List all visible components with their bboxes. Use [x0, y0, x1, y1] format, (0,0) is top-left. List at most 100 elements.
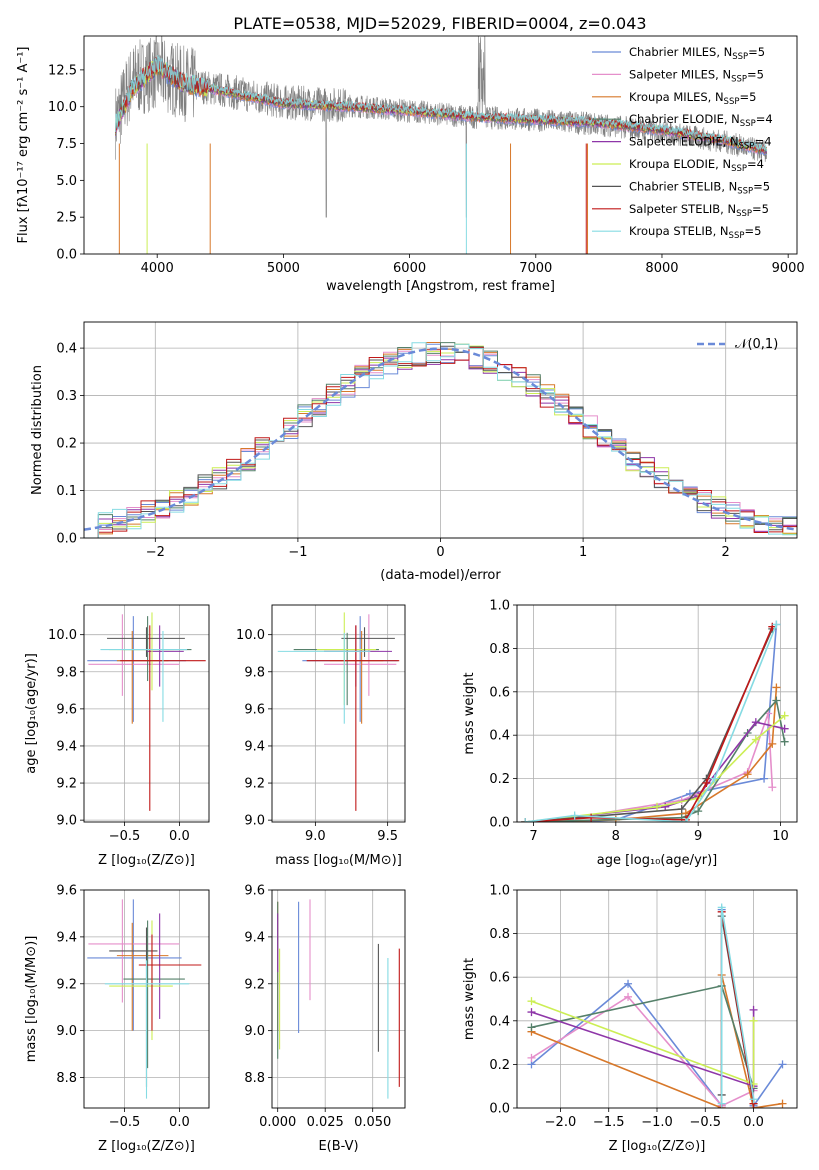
- y-tick-label: 8.8: [56, 1071, 77, 1086]
- x-tick-label: 6000: [393, 261, 426, 276]
- y-tick-label: 9.2: [56, 777, 77, 792]
- age-vs-mass-panel: 9.0 9.5 9.0 9.2 9.4 9.6 9.8 10.0 mass [log₁₀(M/M…: [236, 604, 406, 868]
- x-tick-label: −1.0: [641, 1115, 673, 1130]
- legend-label: Chabrier MILES, NSSP=5: [629, 45, 765, 62]
- legend-label-text: Kroupa STELIB, N: [629, 224, 729, 238]
- age-vs-metallicity-panel: −0.5 0.0 9.0 9.2 9.4 9.6 9.8 10.0 Z [log₁₀(Z/Z⊙)…: [24, 604, 210, 868]
- weight-series-line: [531, 995, 754, 1107]
- x-axis-label: Z [log₁₀(Z/Z⊙)]: [98, 853, 195, 868]
- legend-label-text: Kroupa ELODIE, N: [629, 157, 731, 171]
- y-tick-label: 7.5: [56, 137, 77, 152]
- axes-frame: [83, 889, 210, 1109]
- weight-marker: [778, 1099, 787, 1108]
- x-tick-label: 9: [694, 829, 702, 844]
- legend-label: Chabrier STELIB, NSSP=5: [629, 179, 770, 196]
- y-axis-label: Flux [fλ10⁻¹⁷ erg cm⁻² s⁻¹ A⁻¹]: [16, 47, 31, 244]
- x-tick-label: 10: [772, 829, 789, 844]
- y-tick-label: 5.0: [56, 174, 77, 189]
- x-tick-label: −2.0: [545, 1115, 577, 1130]
- x-tick-label: 0.025: [307, 1115, 344, 1130]
- legend-label-count: =5: [753, 179, 770, 193]
- y-axis-label: Normed distribution: [30, 365, 45, 495]
- weight-marker: [780, 737, 789, 746]
- legend-label-count: =4: [756, 112, 773, 126]
- weight-marker: [570, 811, 579, 820]
- legend-label: Salpeter MILES, NSSP=5: [629, 67, 764, 84]
- weight-marker: [778, 1060, 787, 1069]
- weight-marker: [527, 1008, 536, 1017]
- legend-label-subscript: SSP: [731, 74, 747, 84]
- weight-marker: [527, 1023, 536, 1032]
- plot-area: [521, 620, 789, 822]
- weight-marker: [587, 813, 596, 822]
- legend-label: Salpeter STELIB, NSSP=5: [629, 202, 769, 219]
- plot-area: [277, 612, 400, 811]
- x-tick-label: 8000: [645, 261, 678, 276]
- error-bar-point: [306, 625, 400, 811]
- plot-area: [527, 903, 787, 1108]
- error-bar-point: [123, 920, 185, 1069]
- legend-label-subscript: SSP: [731, 164, 747, 174]
- y-tick-label: 9.4: [244, 930, 265, 945]
- legend-label-text: Salpeter ELODIE, N: [629, 135, 739, 149]
- axes-frame: [83, 604, 210, 823]
- y-axis-label: mass [log₁₀(M/M⊙)]: [24, 936, 39, 1063]
- y-tick-label: 0.0: [56, 532, 77, 547]
- legend-label-count: =5: [739, 90, 756, 104]
- x-tick-label: 7000: [519, 261, 552, 276]
- weight-marker: [780, 724, 789, 733]
- x-axis-label: wavelength [Angstrom, rest frame]: [326, 279, 555, 294]
- x-axis-label: mass [log₁₀(M/M⊙)]: [275, 853, 402, 868]
- legend-label-count: =5: [744, 224, 761, 238]
- y-tick-label: 10.0: [48, 100, 77, 115]
- weight-marker: [702, 778, 711, 787]
- y-tick-label: 0.4: [56, 342, 77, 357]
- weight-marker: [710, 774, 719, 783]
- weight-series-line: [525, 713, 774, 822]
- legend-label-subscript: SSP: [737, 186, 753, 196]
- x-tick-label: 0.0: [743, 1115, 764, 1130]
- normal-reference-curve: [84, 347, 797, 531]
- legend-label: Salpeter ELODIE, NSSP=4: [629, 135, 772, 152]
- y-tick-label: 1.0: [489, 599, 510, 614]
- plot-area: [115, 36, 768, 254]
- y-tick-label: 9.8: [244, 665, 265, 680]
- legend-label-count: =4: [747, 157, 764, 171]
- y-tick-label: 0.8: [489, 642, 510, 657]
- weight-marker: [677, 804, 686, 813]
- legend-label-text: Salpeter MILES, N: [629, 67, 731, 81]
- x-tick-label: 8: [612, 829, 620, 844]
- axes-frame: [271, 889, 406, 1109]
- plot-area: [84, 342, 797, 538]
- y-tick-label: 0.3: [56, 389, 77, 404]
- legend-label-count: =4: [755, 135, 772, 149]
- model-spectrum-line: [115, 54, 768, 152]
- legend-label: Chabrier ELODIE, NSSP=4: [629, 112, 773, 129]
- y-tick-label: 9.4: [244, 739, 265, 754]
- weight-marker: [751, 718, 760, 727]
- axes-frame: [516, 604, 798, 823]
- weight-marker: [760, 774, 769, 783]
- error-bar-point: [138, 934, 202, 1031]
- y-tick-label: 0.4: [489, 1014, 510, 1029]
- x-tick-label: 9.0: [305, 829, 326, 844]
- weight-marker: [694, 807, 703, 816]
- legend-label-subscript: SSP: [736, 209, 752, 219]
- y-tick-label: 9.6: [56, 884, 77, 899]
- y-tick-label: 9.0: [244, 1024, 265, 1039]
- legend-label: Kroupa ELODIE, NSSP=4: [629, 157, 764, 174]
- x-tick-label: 2: [722, 545, 730, 560]
- x-axis-label: (data-model)/error: [380, 568, 501, 583]
- weight-vs-age-panel: 7 8 9 10 0.0 0.2 0.4 0.6 0.8 1.0 age [log₁₀(age/yr…: [462, 599, 798, 868]
- weight-marker: [624, 992, 633, 1001]
- error-bar-point: [293, 632, 379, 706]
- y-axis-label: mass weight: [462, 672, 477, 754]
- y-tick-label: 9.0: [56, 1024, 77, 1039]
- x-tick-label: −0.5: [689, 1115, 721, 1130]
- error-bar-point: [87, 616, 186, 722]
- weight-series-line: [525, 624, 778, 822]
- y-tick-label: 9.8: [56, 665, 77, 680]
- weight-vs-metallicity-panel: −2.0 −1.5 −1.0 −0.5 0.0 0.0 0.2 0.4 0.6 0.8 1.0 Z […: [462, 884, 798, 1154]
- residuals-histogram-panel: −2 −1 0 1 2 0.0 0.1 0.2 0.3 0.4 (data-model)/error…: [30, 321, 798, 583]
